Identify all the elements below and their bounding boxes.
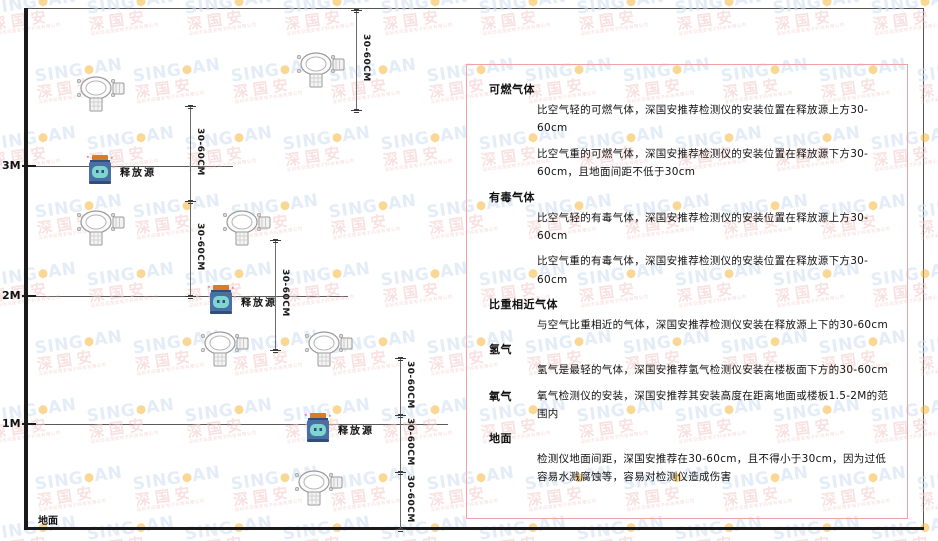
dimension-column: 30-60CM 30-60CM 30-60CM [395,356,460,532]
watermark-dot-icon [919,0,930,7]
guidance-section-title: 比重相近气体 [489,298,558,311]
dimension-arrow [395,413,406,418]
source-leader-line [28,424,302,425]
guidance-section-title: 地面 [489,431,512,445]
watermark-chinese: 深国安 [774,530,871,541]
dimension-arrow [185,104,196,109]
guidance-paragraph: 氧气检测仪的安装，深国安推荐其安装高度在距离地面或楼板1.5-2M的范围内 [537,389,889,421]
guidance-section-body: 氧气检测仪的安装，深国安推荐其安装高度在距离地面或楼板1.5-2M的范围内 [537,387,893,424]
watermark-chinese: 深国安 [872,530,938,541]
dimension-arrow [395,356,406,361]
dimension-extension-line [400,358,401,529]
level-tick [22,423,36,425]
dimension-arrow [185,294,196,299]
level-line [28,166,233,167]
dimension-arrow [351,108,362,113]
watermark-chinese: 深国安 [88,530,185,541]
guidance-section-body: 比空气轻的可燃气体，深国安推荐检测仪的安装位置在释放源上方30-60cm 比空气重… [537,101,893,182]
watermark-chinese: 深国安 [284,530,381,541]
dimension-arrow [185,199,196,204]
dimension-arrow [351,8,362,13]
level-label-1m: 1M [2,417,21,430]
dimension-column: 30-60CM [351,8,416,113]
watermark-chinese: 深国安 [676,530,773,541]
guidance-paragraph: 比空气轻的有毒气体，深国安推荐检测仪的安装位置在释放源上方30-60cm [537,211,869,242]
watermark-dot-icon [429,0,440,7]
dimension-arrow [395,470,406,475]
guidance-section-body: 与空气比重相近的气体，深国安推荐检测仪安装在释放源上下的30-60cm [537,316,893,334]
dimension-label: 30-60CM [361,34,371,82]
gas-detector-icon [290,466,346,514]
watermark-chinese: 深国安 [480,530,577,541]
release-source-icon [84,152,116,190]
watermark-chinese: 深国安 [578,530,675,541]
guidance-section-title: 氢气 [489,343,512,357]
watermark-dot-icon [331,0,342,7]
release-source-label: 释放源 [120,168,156,179]
watermark-dot-icon [821,0,832,7]
guidance-section-title: 可燃气体 [489,83,535,96]
dimension-arrow [395,527,406,532]
dimension-label: 30-60CM [405,360,415,409]
guidance-section-body: 比空气轻的有毒气体，深国安推荐检测仪的安装位置在释放源上方30-60cm 比空气重… [537,209,893,290]
dimension-arrow [270,238,281,243]
guidance-paragraph: 比空气重的有毒气体，深国安推荐检测仪的安装位置在释放源下方30-60cm [537,255,869,286]
guidance-section-body: 氢气是最轻的气体，深国安推荐氢气检测仪安装在楼板面下方的30-60cm [537,361,893,379]
dimension-arrow [270,348,281,353]
gas-detector-icon [218,206,274,254]
gas-detector-icon [196,327,252,375]
watermark-dot-icon [723,0,734,7]
vertical-axis [24,8,28,529]
source-leader-line [28,296,205,297]
gas-detector-icon [292,48,348,96]
watermark-chinese: 深国安 [382,530,479,541]
dimension-label: 30-60CM [280,269,290,317]
guidance-section-title: 有毒气体 [489,190,535,204]
guidance-section: 有毒气体 比空气轻的有毒气体，深国安推荐检测仪的安装位置在释放源上方30-60cm… [481,189,893,290]
level-tick [22,295,36,297]
watermark-dot-icon [135,0,146,7]
release-source-label: 释放源 [338,426,374,437]
ground-baseline [24,527,924,530]
level-tick [22,165,36,167]
guidance-section: 比重相近气体与空气比重相近的气体，深国安推荐检测仪安装在释放源上下的30-60c… [481,296,893,334]
guidance-section-body: 检测仪地面间距，深国安推荐在30-60cm，且不得小于30cm，因为过低容易水溅… [537,450,893,487]
guidance-section: 地面检测仪地面间距，深国安推荐在30-60cm，且不得小于30cm，因为过低容易… [481,430,893,487]
dimension-label: 30-60CM [405,417,415,466]
dimension-label: 30-60CM [405,474,415,523]
release-source-icon [205,282,237,320]
release-source-label: 释放源 [241,298,277,309]
guidance-paragraph: 检测仪地面间距，深国安推荐在30-60cm，且不得小于30cm，因为过低容易水溅… [537,452,887,483]
watermark-dot-icon [233,0,244,7]
guidance-paragraph: 比空气重的可燃气体，深国安推荐检测仪的安装位置在释放源下方30-60cm，且地面… [537,147,869,179]
guidance-paragraph: 氢气是最轻的气体，深国安推荐氢气检测仪安装在楼板面下方的30-60cm [537,364,889,377]
dimension-extension-line [275,240,276,350]
dimension-column: 30-60CM [270,238,335,353]
guidance-paragraph: 与空气比重相近的气体，深国安推荐检测仪安装在释放源上下的30-60cm [537,319,889,331]
guidance-section: 氧气 氧气检测仪的安装，深国安推荐其安装高度在距离地面或楼板1.5-2M的范围内 [481,387,893,424]
guidance-section: 氢气氢气是最轻的气体，深国安推荐氢气检测仪安装在楼板面下方的30-60cm [481,341,893,379]
guidance-section: 可燃气体 比空气轻的可燃气体，深国安推荐检测仪的安装位置在释放源上方30-60cm… [481,81,893,182]
level-label-2m: 2M [2,289,21,302]
watermark-chinese: 深国安 [0,530,87,541]
dimension-label: 30-60CM [195,127,205,176]
gas-detector-icon [300,327,356,375]
dimension-label: 30-60CM [195,222,205,271]
watermark-chinese: 深国安 [186,530,283,541]
level-label-3m: 3M [2,159,21,172]
gas-detector-icon [72,206,128,254]
gas-detector-icon [72,72,128,120]
dimension-column: 30-60CM 30-60CM [185,104,250,299]
release-source-icon [302,410,334,448]
guidance-paragraph: 比空气轻的可燃气体，深国安推荐检测仪的安装位置在释放源上方30-60cm [537,104,869,135]
ground-label: 地面 [38,516,58,527]
watermark-dot-icon [37,0,48,7]
guidance-panel: 可燃气体 比空气轻的可燃气体，深国安推荐检测仪的安装位置在释放源上方30-60cm… [466,64,908,519]
dimension-extension-line [356,10,357,110]
watermark-dot-icon [625,0,636,7]
guidance-section-title: 氧气 [489,389,512,403]
watermark-dot-icon [527,0,538,7]
source-leader-line [28,166,84,167]
